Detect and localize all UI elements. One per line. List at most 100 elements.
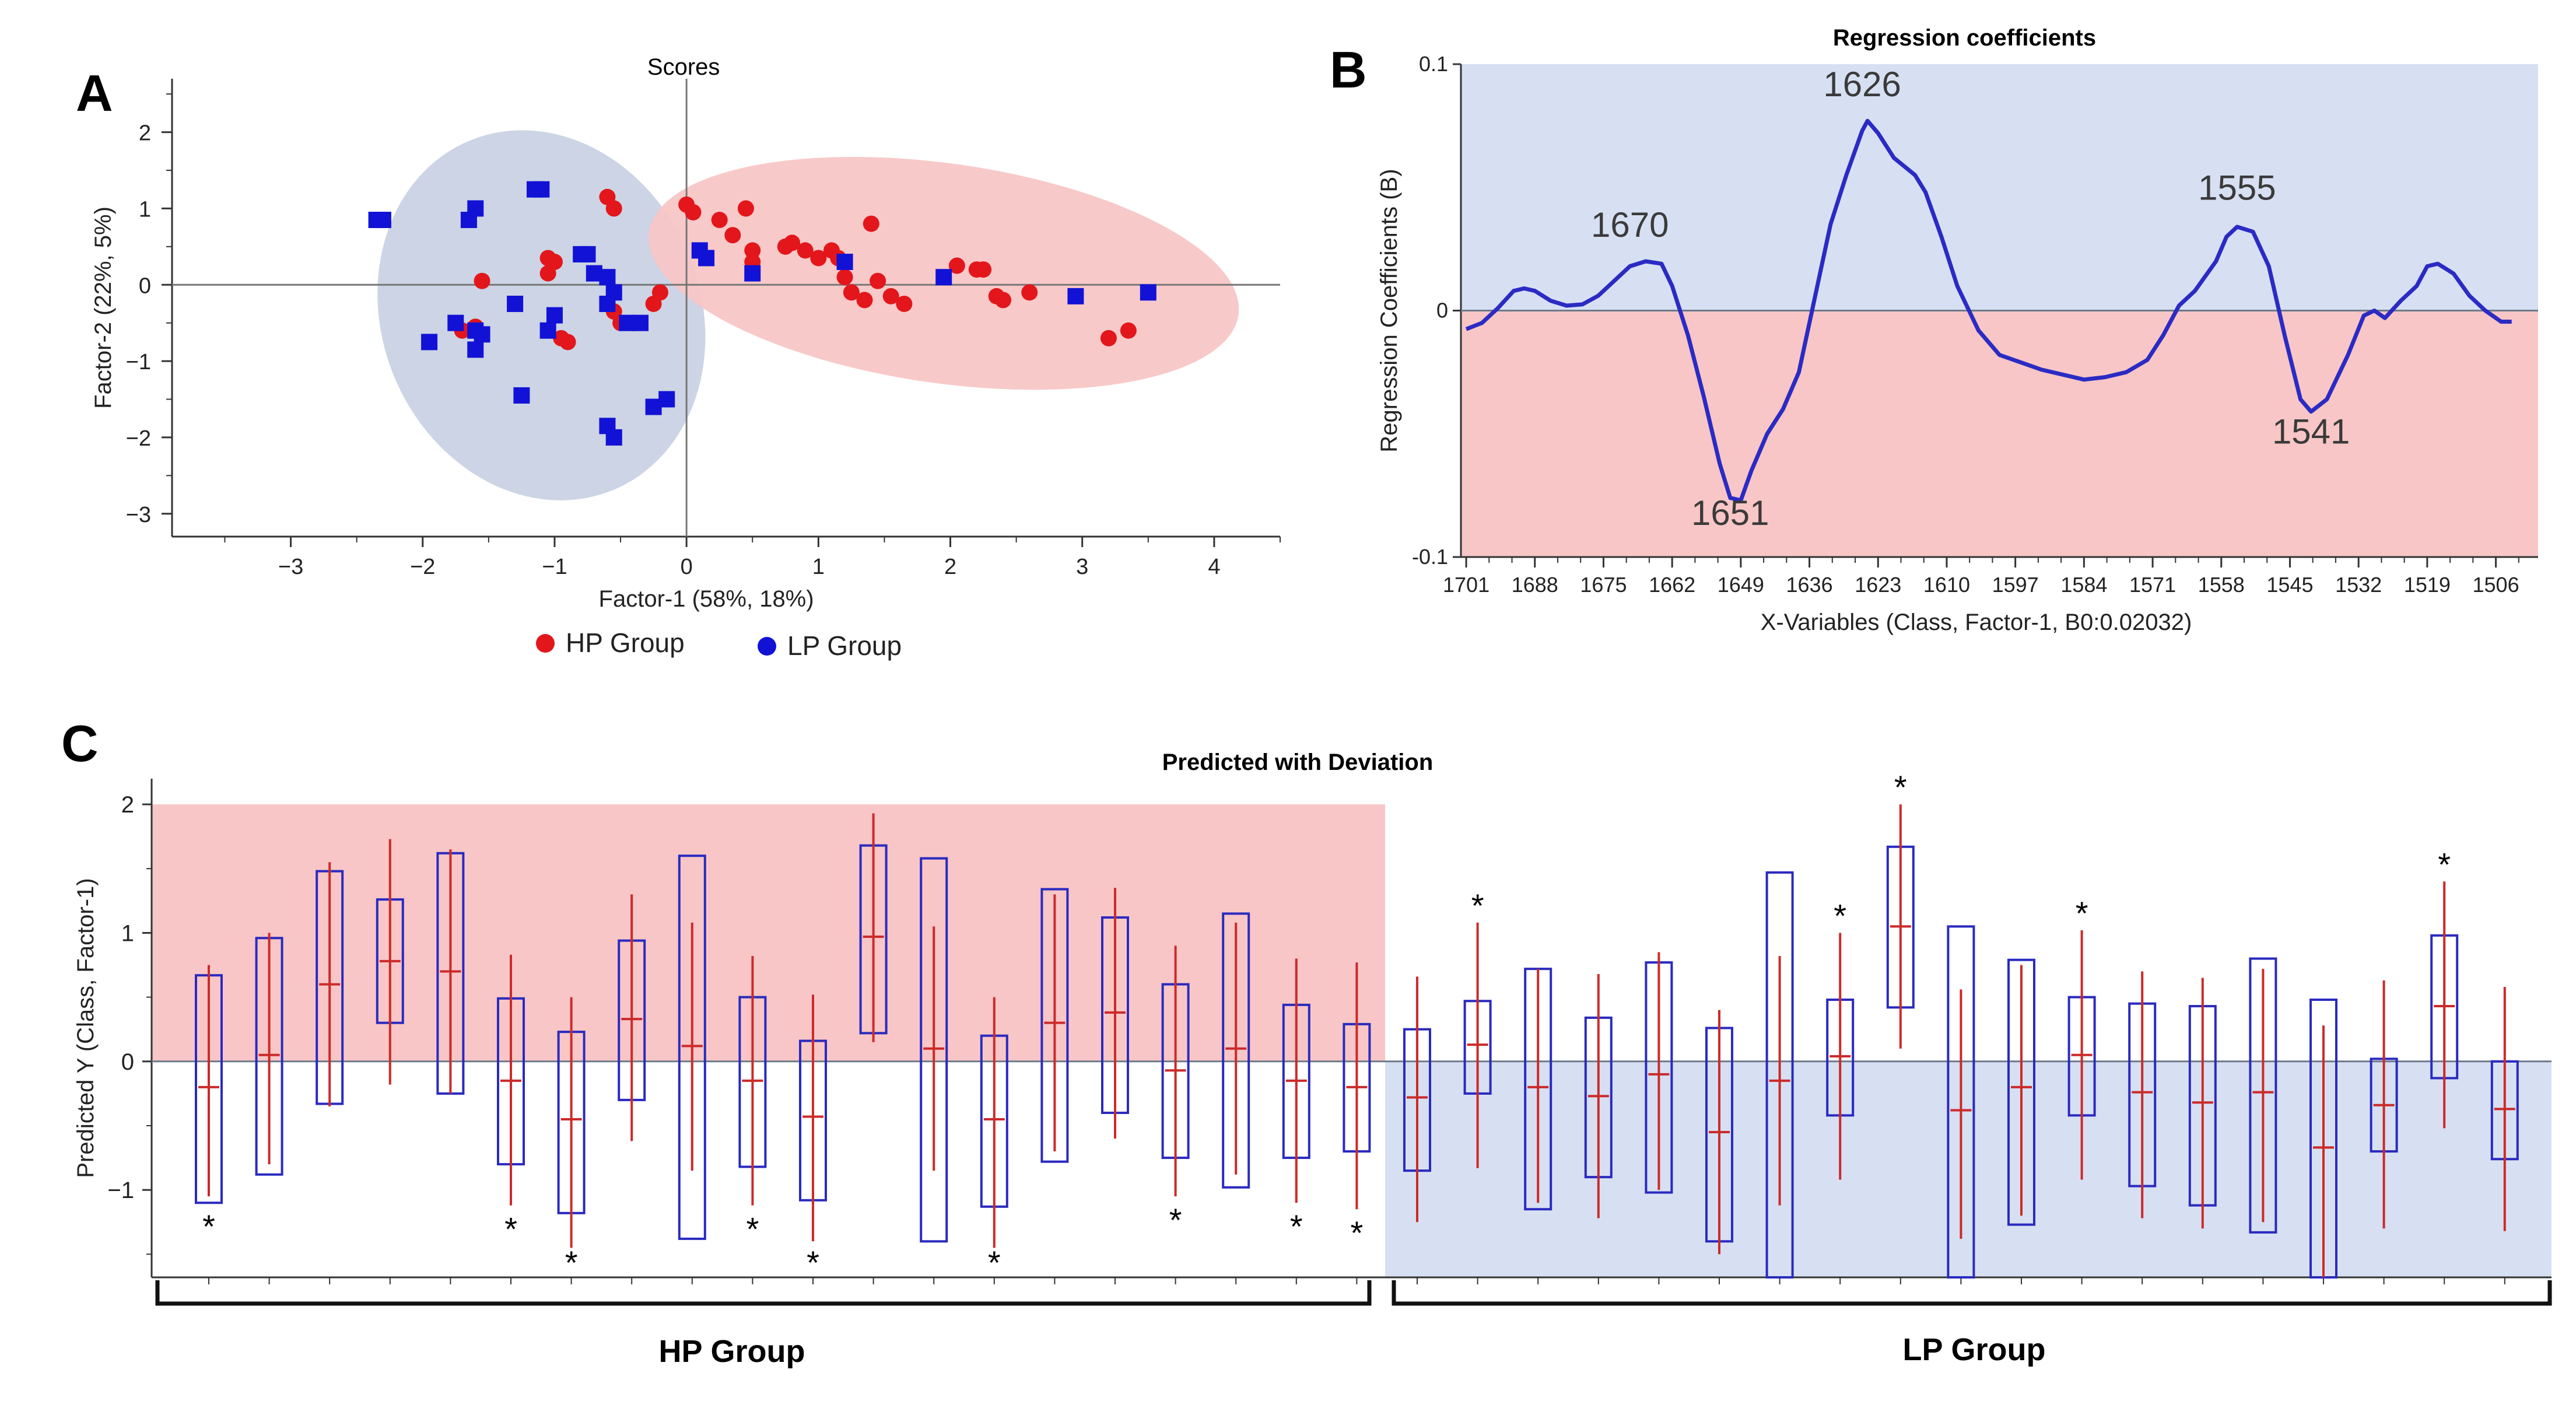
regression-line <box>1465 118 2512 503</box>
x-tick-label: 1662 <box>1649 573 1695 597</box>
hp-point <box>1021 284 1038 301</box>
scores-title: Scores <box>647 54 720 80</box>
hp-point <box>995 292 1011 309</box>
hp-point <box>559 334 576 351</box>
hp-point <box>856 292 873 309</box>
x-tick-label: 1688 <box>1512 573 1558 597</box>
hp-point <box>744 242 761 259</box>
predicted-title: Predicted with Deviation <box>1162 749 1434 775</box>
x-tick-label: 0 <box>681 555 693 579</box>
regression-annotations: 1670 1626 1555 1651 1541 <box>1591 65 2350 533</box>
lp-point <box>1140 284 1156 301</box>
predicted-axes: −1 0 1 2 <box>107 779 2552 1284</box>
y-tick-label: −1 <box>126 350 151 374</box>
peak-label: 1651 <box>1691 493 1769 533</box>
deviation-box <box>1765 871 1794 1279</box>
y-tick-label: −3 <box>126 503 151 527</box>
lp-point <box>513 387 530 404</box>
significance-star: * <box>565 1244 578 1281</box>
hp-point <box>605 200 622 217</box>
peak-label: 1555 <box>2198 168 2276 207</box>
y-tick-label: 2 <box>139 121 151 146</box>
x-tick-label: 1701 <box>1443 573 1489 597</box>
significance-star: * <box>988 1244 1001 1281</box>
y-tick-label: −1 <box>107 1178 134 1203</box>
lp-point <box>632 314 649 331</box>
significance-star: * <box>1290 1208 1303 1245</box>
peak-label: 1626 <box>1823 65 1901 104</box>
x-tick-label: 1532 <box>2335 573 2382 597</box>
x-tick-label: −2 <box>410 555 435 579</box>
significance-star: * <box>746 1211 759 1248</box>
significance-star: * <box>202 1208 215 1245</box>
significance-star: * <box>2076 895 2088 931</box>
scores-y-axis-label: Factor-2 (22%, 5%) <box>90 206 116 409</box>
y-tick-label: 1 <box>121 920 134 946</box>
legend-lp-label: LP Group <box>787 631 902 661</box>
hp-region <box>152 804 1385 1062</box>
regression-x-axis-label: X-Variables (Class, Factor-1, B0:0.02032… <box>1761 610 2192 635</box>
hp-point <box>975 261 992 278</box>
lp-point <box>467 341 484 358</box>
x-tick-label: −3 <box>278 555 303 579</box>
hp-point <box>1120 322 1137 339</box>
significance-star: * <box>504 1211 517 1248</box>
hp-point <box>737 200 754 217</box>
lp-point <box>658 391 675 408</box>
significance-star: * <box>807 1244 819 1281</box>
lp-point <box>507 295 524 312</box>
deviation-box <box>678 854 706 1240</box>
lp-point <box>533 181 550 198</box>
hp-point <box>870 272 886 289</box>
deviation-box <box>1222 912 1250 1189</box>
significance-star: * <box>1834 897 1846 934</box>
x-tick-label: 1675 <box>1580 573 1627 597</box>
lp-bracket <box>1392 1280 2552 1306</box>
hp-point <box>863 215 879 232</box>
hp-point <box>896 295 913 312</box>
x-tick-label: 1597 <box>1992 573 2039 597</box>
legend-lp-marker <box>758 637 776 656</box>
scores-points <box>368 181 1156 446</box>
ellipse-lp <box>377 130 706 500</box>
lp-point <box>467 200 484 217</box>
peak-label: 1541 <box>2272 412 2350 451</box>
x-tick-label: 1 <box>812 555 825 579</box>
y-tick-label: 0 <box>121 1049 134 1075</box>
x-tick-label: 1636 <box>1786 573 1833 597</box>
x-tick-label: 4 <box>1208 555 1220 579</box>
legend-hp-label: HP Group <box>566 628 685 658</box>
hp-point <box>651 284 668 301</box>
hp-point <box>1100 330 1117 346</box>
x-tick-label: 1506 <box>2473 573 2519 597</box>
hp-point <box>724 227 741 244</box>
predicted-background <box>152 804 2552 1277</box>
x-tick-label: 1610 <box>1923 573 1970 597</box>
y-tick-label: 0 <box>139 274 151 298</box>
significance-star: * <box>1471 887 1484 924</box>
panel-b-regression-plot: B -0.1 0 0.1 1701 1688 1675 1662 1649 1636 1623 16… <box>1330 25 2538 635</box>
lp-point <box>698 250 715 267</box>
x-tick-label: 1649 <box>1718 573 1764 597</box>
y-tick-label: 2 <box>121 792 134 818</box>
panel-c-predicted-plot: C −1 0 1 2 * * * * * * * * * * * * * * Predicted with De… <box>61 714 2552 1369</box>
regression-curve <box>1465 118 2512 503</box>
scores-x-axis-label: Factor-1 (58%, 18%) <box>599 586 814 612</box>
negative-region <box>1461 310 2538 557</box>
peak-label: 1670 <box>1591 205 1669 244</box>
hp-point <box>797 242 814 259</box>
x-tick-label: −1 <box>542 555 567 579</box>
hp-point <box>546 254 563 270</box>
x-tick-label: 1545 <box>2266 573 2313 597</box>
significance-star: * <box>1169 1202 1182 1238</box>
deviation-box <box>2249 957 2277 1234</box>
y-tick-label: -0.1 <box>1412 545 1448 569</box>
x-tick-label: 1558 <box>2198 573 2245 597</box>
lp-point <box>599 295 616 312</box>
deviation-box <box>2007 958 2035 1226</box>
panel-b-label: B <box>1330 41 1367 99</box>
lp-point <box>374 212 391 229</box>
y-tick-label: 0.1 <box>1419 52 1448 76</box>
predicted-boxes: * * * * * * * * * * * * * * <box>195 769 2519 1281</box>
